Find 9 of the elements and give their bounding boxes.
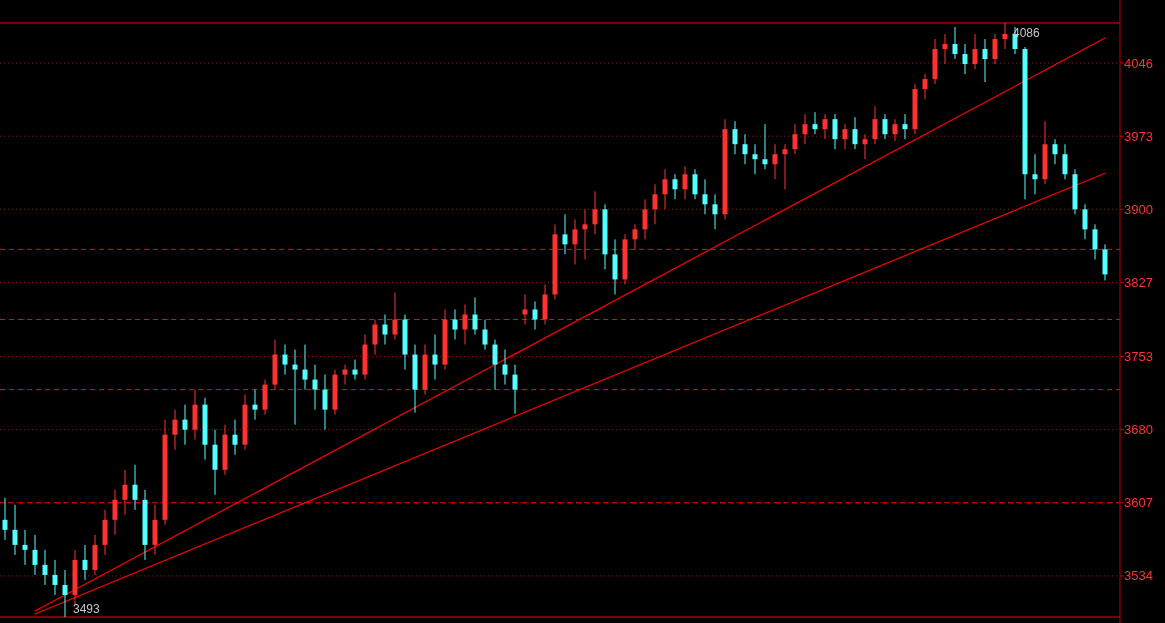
- y-tick-label: 3534: [1124, 568, 1153, 584]
- y-tick-label: 4046: [1124, 55, 1153, 71]
- y-tick-label: 3973: [1124, 128, 1153, 144]
- y-tick-label: 3827: [1124, 274, 1153, 290]
- y-tick-label: 3900: [1124, 201, 1153, 217]
- annotation: 3493: [73, 602, 101, 616]
- y-tick-label: 3680: [1124, 422, 1153, 438]
- y-tick-label: 3753: [1124, 349, 1153, 365]
- y-tick-label: 3607: [1124, 495, 1153, 511]
